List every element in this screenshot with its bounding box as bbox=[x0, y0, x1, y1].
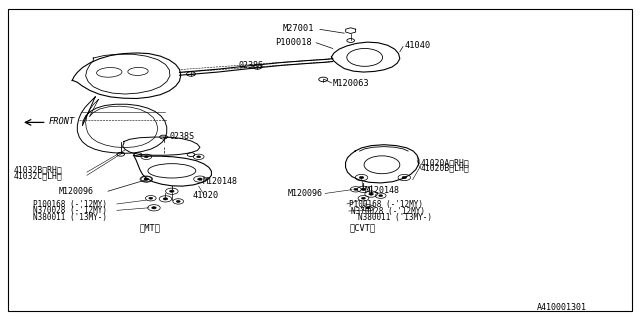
Text: 41020: 41020 bbox=[192, 190, 218, 200]
Text: 41032C〈LH〉: 41032C〈LH〉 bbox=[13, 172, 62, 180]
Text: 41020A〈RH〉: 41020A〈RH〉 bbox=[421, 158, 470, 167]
Text: 〈MT〉: 〈MT〉 bbox=[140, 224, 161, 233]
Text: P100168 (-'12MY): P100168 (-'12MY) bbox=[33, 200, 107, 209]
Text: M120096: M120096 bbox=[58, 187, 93, 196]
Circle shape bbox=[170, 190, 174, 192]
Circle shape bbox=[176, 200, 180, 202]
Text: 41032B〈RH〉: 41032B〈RH〉 bbox=[13, 166, 62, 175]
Text: 0238S: 0238S bbox=[170, 132, 195, 141]
Circle shape bbox=[359, 176, 364, 179]
Circle shape bbox=[354, 188, 358, 190]
Circle shape bbox=[144, 178, 148, 180]
Circle shape bbox=[152, 207, 156, 209]
Text: M120096: M120096 bbox=[288, 189, 323, 198]
Text: 0238S: 0238S bbox=[239, 60, 264, 69]
Text: N370028 (-'12MY): N370028 (-'12MY) bbox=[33, 206, 107, 215]
Text: 41040: 41040 bbox=[404, 41, 431, 51]
Text: P100168 (-'12MY): P100168 (-'12MY) bbox=[349, 200, 423, 209]
Circle shape bbox=[402, 176, 406, 179]
Circle shape bbox=[361, 188, 365, 190]
Circle shape bbox=[149, 197, 153, 199]
Text: M120063: M120063 bbox=[333, 79, 369, 88]
Text: N370028 (-'12MY): N370028 (-'12MY) bbox=[351, 207, 425, 216]
Circle shape bbox=[145, 156, 148, 158]
Circle shape bbox=[365, 207, 370, 209]
Circle shape bbox=[198, 178, 202, 180]
Circle shape bbox=[163, 198, 168, 200]
Circle shape bbox=[362, 197, 365, 199]
Text: 〈CVT〉: 〈CVT〉 bbox=[349, 224, 376, 233]
Text: M27001: M27001 bbox=[283, 24, 314, 33]
Text: M120148: M120148 bbox=[202, 177, 237, 186]
Circle shape bbox=[145, 178, 148, 180]
Text: N380011 ('13MY-): N380011 ('13MY-) bbox=[358, 213, 432, 222]
Circle shape bbox=[379, 195, 383, 197]
Text: N380011 ('13MY-): N380011 ('13MY-) bbox=[33, 213, 107, 222]
Circle shape bbox=[196, 156, 200, 158]
Text: 41020B〈LH〉: 41020B〈LH〉 bbox=[421, 164, 470, 173]
Circle shape bbox=[369, 193, 373, 195]
Text: P100018: P100018 bbox=[275, 38, 312, 47]
Text: A410001301: A410001301 bbox=[537, 303, 587, 312]
Text: M120148: M120148 bbox=[365, 186, 400, 195]
Text: FRONT: FRONT bbox=[49, 117, 75, 126]
